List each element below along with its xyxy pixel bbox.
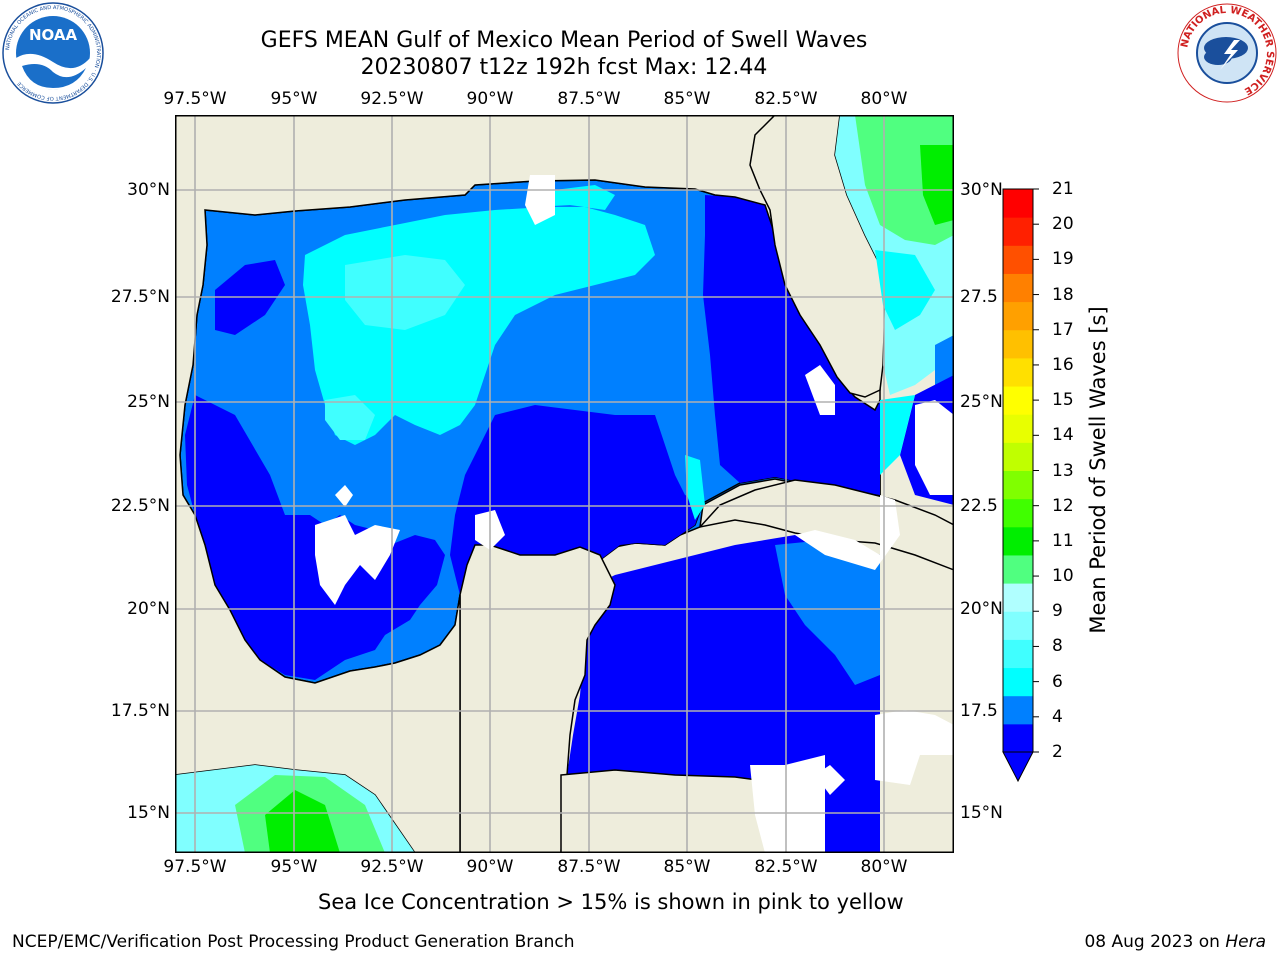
lat-label-left: 17.5°N — [110, 701, 170, 721]
colorbar-tick-label: 12 — [1052, 495, 1074, 516]
lat-label-right: 20°N — [960, 599, 1003, 619]
lon-label-bottom: 90°W — [466, 857, 514, 877]
colorbar-bin — [1003, 583, 1033, 612]
nws-logo-icon: NATIONAL WEATHER SERVICE — [1177, 3, 1277, 103]
colorbar-tick-label: 20 — [1052, 214, 1074, 235]
lon-label-top: 82.5°W — [754, 89, 818, 109]
colorbar-bin — [1003, 245, 1033, 274]
lat-label-left: 27.5°N — [110, 287, 170, 307]
map-title: GEFS MEAN Gulf of Mexico Mean Period of … — [260, 28, 868, 53]
colorbar-tick-label: 11 — [1052, 530, 1074, 551]
colorbar-bin — [1003, 273, 1033, 303]
colorbar-tick-label: 14 — [1052, 425, 1074, 446]
lat-label-left: 30°N — [127, 180, 170, 200]
lon-label-bottom: 85°W — [663, 857, 711, 877]
lon-label-top: 90°W — [466, 89, 514, 109]
colorbar-bin — [1003, 414, 1033, 443]
lon-label-bottom: 97.5°W — [163, 857, 227, 877]
lon-label-top: 87.5°W — [557, 89, 621, 109]
colorbar-bin — [1003, 695, 1033, 725]
lat-label-right: 30°N — [960, 180, 1003, 200]
lon-label-top: 85°W — [663, 89, 711, 109]
colorbar-bin — [1003, 498, 1033, 528]
colorbar-tick-label: 10 — [1052, 566, 1074, 587]
colorbar-tick-label: 6 — [1052, 671, 1063, 692]
colorbar-bin — [1003, 301, 1033, 331]
noaa-logo-icon: NOAA NATIONAL OCEANIC AND ATMOSPHERIC AD… — [2, 2, 104, 104]
footer-date: 08 Aug 2023 on Hera — [1084, 932, 1266, 952]
footer-date-text: 08 Aug 2023 on — [1084, 932, 1226, 952]
lat-label-left: 20°N — [127, 599, 170, 619]
lon-label-bottom: 80°W — [860, 857, 908, 877]
gulf-map — [175, 115, 954, 853]
colorbar-bin — [1003, 667, 1033, 697]
colorbar-bin — [1003, 217, 1033, 246]
colorbar-bin — [1003, 639, 1033, 669]
colorbar-bin — [1003, 386, 1033, 415]
colorbar-tick-label: 13 — [1052, 460, 1074, 481]
colorbar-bin — [1003, 470, 1033, 500]
colorbar-tick-label: 16 — [1052, 354, 1074, 375]
colorbar-bin — [1003, 611, 1033, 640]
map-subtitle: 20230807 t12z 192h fcst Max: 12.44 — [360, 55, 768, 80]
colorbar — [1002, 188, 1039, 783]
footer-machine: Hera — [1225, 932, 1266, 952]
lat-label-right: 15°N — [960, 803, 1003, 823]
lon-label-top: 92.5°W — [360, 89, 424, 109]
lon-label-top: 97.5°W — [163, 89, 227, 109]
lat-label-right: 25°N — [960, 392, 1003, 412]
lat-label-right: 17.5 — [960, 701, 998, 721]
colorbar-title: Mean Period of Swell Waves [s] — [1086, 306, 1110, 634]
map-gridlines — [175, 115, 954, 853]
lon-label-bottom: 92.5°W — [360, 857, 424, 877]
lon-label-bottom: 95°W — [270, 857, 318, 877]
lat-label-left: 25°N — [127, 392, 170, 412]
colorbar-bin — [1003, 554, 1033, 584]
colorbar-extend-arrow — [1002, 751, 1034, 783]
lat-label-left: 22.5°N — [110, 496, 170, 516]
footer-credit: NCEP/EMC/Verification Post Processing Pr… — [12, 932, 575, 952]
colorbar-tick-label: 21 — [1052, 179, 1074, 199]
colorbar-bin — [1003, 526, 1033, 556]
colorbar-tick-label: 8 — [1052, 636, 1063, 657]
colorbar-bin — [1003, 442, 1033, 471]
lon-label-top: 80°W — [860, 89, 908, 109]
colorbar-tick-label: 4 — [1052, 706, 1063, 727]
swell-zone-11s — [265, 790, 340, 853]
colorbar-tick-label: 2 — [1052, 742, 1063, 762]
lon-label-bottom: 82.5°W — [754, 857, 818, 877]
colorbar-bin — [1003, 723, 1033, 753]
colorbar-tick-label: 17 — [1052, 319, 1074, 340]
lat-label-right: 22.5 — [960, 496, 998, 516]
colorbar-tick-label: 19 — [1052, 249, 1074, 270]
colorbar-bin — [1003, 189, 1033, 218]
colorbar-bin — [1003, 329, 1033, 359]
colorbar-tick-label: 9 — [1052, 601, 1063, 622]
florida-land — [749, 115, 886, 398]
noaa-logo-text: NOAA — [29, 26, 78, 44]
lat-label-left: 15°N — [127, 803, 170, 823]
colorbar-tick-label: 18 — [1052, 284, 1074, 305]
colorbar-bin — [1003, 357, 1033, 387]
lat-label-right: 27.5 — [960, 287, 998, 307]
colorbar-tick-label: 15 — [1052, 390, 1074, 411]
lon-label-top: 95°W — [270, 89, 318, 109]
lon-label-bottom: 87.5°W — [557, 857, 621, 877]
sea-ice-note: Sea Ice Concentration > 15% is shown in … — [318, 890, 904, 914]
yucatan-land — [459, 544, 616, 853]
